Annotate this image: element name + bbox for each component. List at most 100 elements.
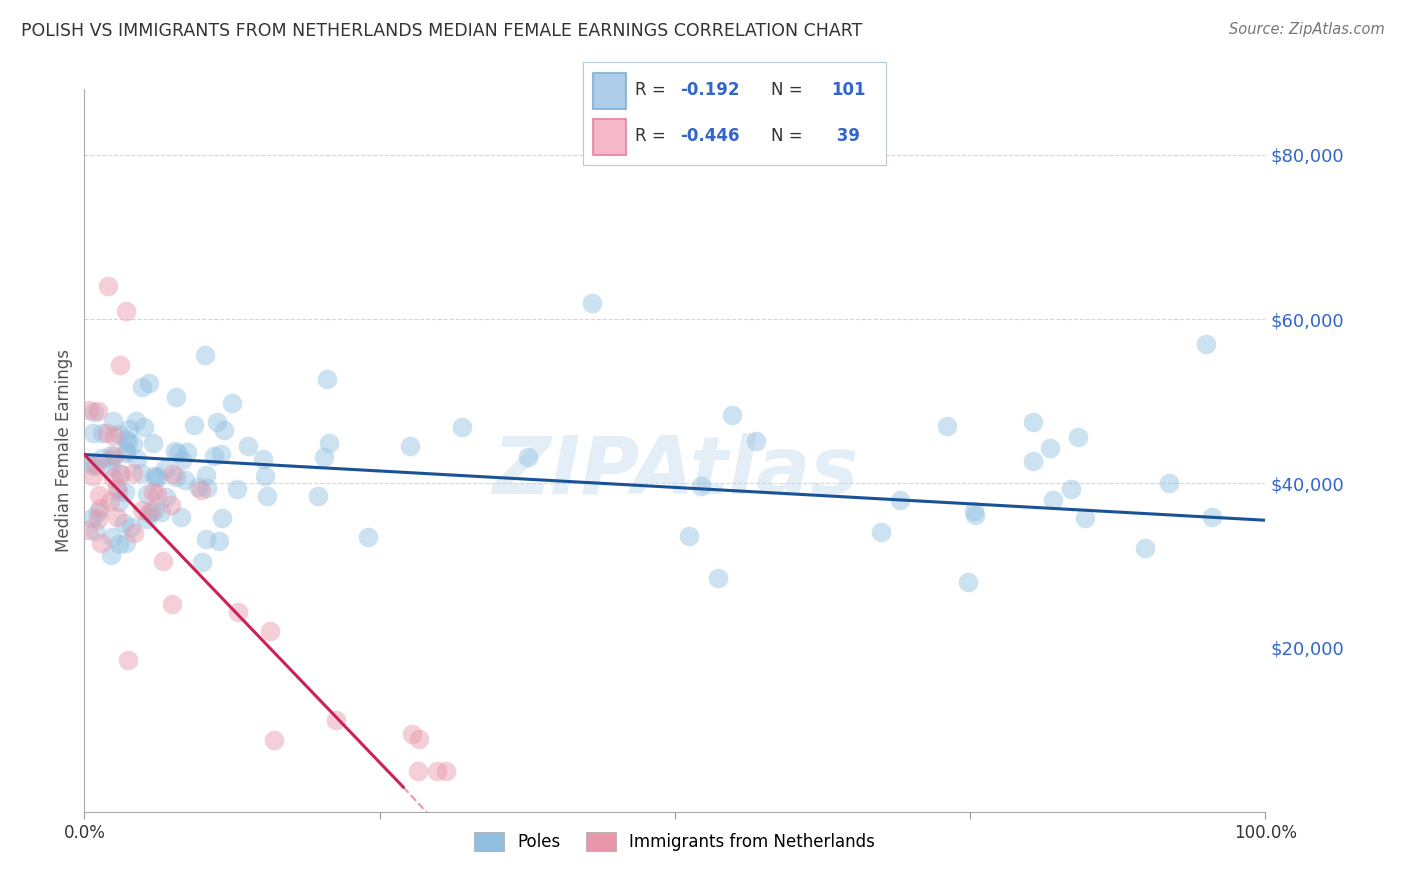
Point [145, 487, 167, 501]
Point [194, 532, 217, 546]
Text: 101: 101 [831, 81, 866, 99]
FancyBboxPatch shape [592, 73, 626, 109]
Point [581, 295, 603, 310]
Point [211, 511, 233, 525]
Text: R =: R = [636, 81, 671, 99]
Point [150, 505, 173, 519]
Point [87, 505, 110, 519]
Point [89, 487, 111, 501]
Point [207, 415, 229, 429]
Point [160, 597, 183, 611]
Point [117, 434, 139, 449]
Point [122, 525, 145, 540]
Point [170, 510, 193, 524]
Y-axis label: Median Female Earnings: Median Female Earnings [55, 349, 73, 552]
Point [143, 469, 166, 483]
Point [166, 446, 188, 460]
Point [138, 376, 160, 390]
Point [956, 575, 979, 590]
Point [86, 512, 108, 526]
Point [165, 443, 187, 458]
Point [426, 764, 449, 778]
Text: N =: N = [770, 128, 808, 145]
Point [82, 511, 104, 525]
Point [108, 537, 131, 551]
Point [142, 484, 165, 499]
Point [176, 445, 198, 459]
Point [121, 466, 143, 480]
Text: -0.192: -0.192 [681, 81, 740, 99]
Point [195, 481, 218, 495]
Point [434, 764, 457, 778]
Point [170, 453, 193, 467]
Point [226, 606, 249, 620]
Point [399, 439, 422, 453]
Point [152, 553, 174, 567]
Point [190, 555, 212, 569]
Point [1060, 483, 1083, 497]
Point [114, 304, 136, 318]
Point [690, 479, 713, 493]
Point [401, 727, 423, 741]
Text: N =: N = [770, 81, 808, 99]
Point [87, 403, 110, 417]
Point [935, 418, 957, 433]
Point [107, 484, 129, 499]
Point [125, 452, 148, 467]
Point [91, 425, 114, 440]
Point [118, 422, 141, 436]
Point [408, 732, 430, 747]
Point [221, 396, 243, 410]
Point [1073, 511, 1095, 525]
Point [194, 348, 217, 362]
Point [357, 530, 380, 544]
Point [146, 470, 169, 484]
Point [307, 489, 329, 503]
Legend: Poles, Immigrants from Netherlands: Poles, Immigrants from Netherlands [468, 825, 882, 857]
Point [112, 516, 135, 530]
Point [187, 480, 209, 494]
FancyBboxPatch shape [592, 119, 626, 155]
Point [406, 764, 429, 778]
Point [517, 450, 540, 464]
Point [108, 495, 131, 509]
Point [101, 471, 124, 485]
Point [131, 503, 153, 517]
Point [77, 524, 100, 538]
Point [136, 512, 159, 526]
Point [173, 474, 195, 488]
Point [1067, 430, 1090, 444]
Point [236, 438, 259, 452]
Point [963, 504, 986, 518]
Point [114, 444, 136, 458]
Point [1022, 415, 1045, 429]
Point [209, 447, 232, 461]
Point [114, 485, 136, 500]
Point [132, 419, 155, 434]
Point [100, 451, 122, 466]
Point [96, 426, 118, 441]
Point [889, 493, 911, 508]
Point [143, 504, 166, 518]
Point [870, 524, 893, 539]
Point [90, 451, 112, 466]
Point [450, 420, 472, 434]
Point [84, 458, 107, 473]
Point [100, 448, 122, 462]
Point [129, 466, 152, 480]
Point [707, 570, 730, 584]
Point [194, 468, 217, 483]
Point [312, 450, 335, 464]
Point [122, 437, 145, 451]
Point [139, 504, 162, 518]
Point [82, 469, 104, 483]
Point [114, 536, 136, 550]
Point [100, 458, 122, 473]
Point [1135, 541, 1157, 555]
Point [1157, 475, 1180, 490]
Point [1201, 509, 1223, 524]
Point [166, 469, 188, 483]
Point [720, 408, 742, 422]
Text: -0.446: -0.446 [681, 128, 740, 145]
Point [83, 405, 105, 419]
